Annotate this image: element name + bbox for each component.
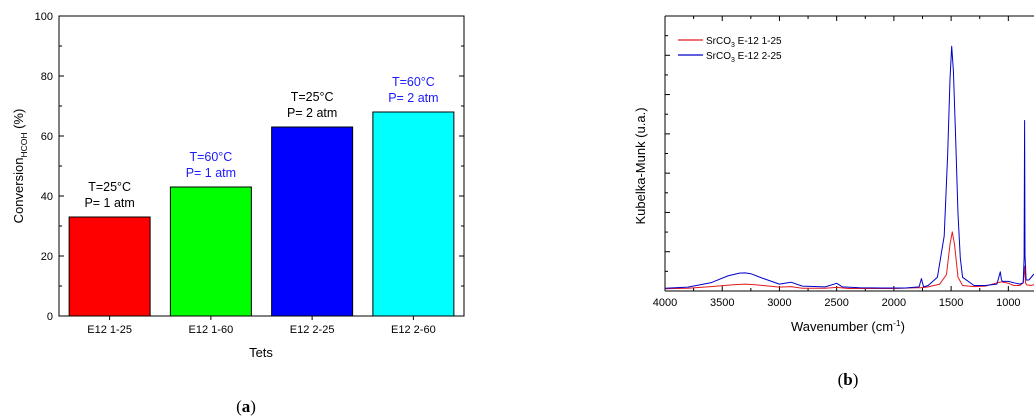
x-tick-label: E12 1-25 [87,324,132,336]
legend-label-series-1: SrCO3 E-12 1-25 [706,36,782,49]
spectrum-x-ticks: 4000350030002500200015001000500 [653,16,1021,309]
spectrum-chart-panel-b: 4000350030002500200015001000500 SrCO3 E-… [633,15,1034,389]
x-tick-label: 1500 [939,297,963,309]
bar-annotation-pressure: P= 1 atm [84,196,134,210]
x-tick-label: 1000 [996,297,1020,309]
spectrum-line-series-2 [665,45,1034,289]
x-tick-label: E12 1-60 [189,324,234,336]
bar-annotation-pressure: P= 1 atm [186,166,236,180]
y-tick-label: 0 [47,311,53,323]
spectrum-line-series-1 [665,231,1034,290]
x-tick-label: 2000 [882,297,906,309]
x-tick-label: 4000 [653,297,677,309]
bar-annotation-pressure: P= 2 atm [287,106,337,120]
x-tick-label: 3000 [767,297,791,309]
spectrum-series-lines [665,45,1034,290]
y-tick-label: 60 [41,131,53,143]
spectrum-x-axis-label: Wavenumber (cm-1) [791,318,905,334]
x-tick-label: 3500 [710,297,734,309]
panel-label-a: (a) [236,397,256,416]
bar-annotation-temperature: T=60°C [392,75,435,89]
bar-chart-x-ticks: E12 1-25 E12 1-60 E12 2-25 E12 2-60 [87,316,436,336]
x-tick-label: 2500 [824,297,848,309]
bar-annotation-temperature: T=60°C [189,150,232,164]
bar [68,216,151,317]
bar-annotation-temperature: T=25°C [88,180,131,194]
y-tick-label: 20 [41,251,53,263]
spectrum-y-axis-label: Kubelka-Munk (u.a.) [633,107,648,224]
x-tick-label: E12 2-60 [391,324,436,336]
bar-chart-bars: T=25°C P= 1 atm T=60°C P= 1 atm T=25°C P= 2 a… [68,75,455,317]
legend-label-series-2: SrCO3 E-12 2-25 [706,51,782,64]
y-tick-label: 100 [35,11,53,23]
bar [169,186,252,317]
bar-chart-x-axis-label: Tets [249,345,273,360]
bar-annotation-pressure: P= 2 atm [388,91,438,105]
bar-annotation-temperature: T=25°C [291,90,334,104]
y-tick-label: 80 [41,71,53,83]
bar [372,111,455,317]
x-tick-label: E12 2-25 [290,324,335,336]
y-tick-label: 40 [41,191,53,203]
bar-chart-y-axis-label: ConversionHCOH (%) [11,109,29,224]
bar-chart-panel-a: 0 20 40 60 80 100 T=25°C P= 1 atm T=60°C P= 1 at… [11,11,465,416]
spectrum-y-ticks [665,15,670,292]
panel-label-b: (b) [838,370,859,389]
bar [271,126,354,317]
bar-chart-y-ticks: 0 20 40 60 80 100 [35,11,464,323]
spectrum-legend: SrCO3 E-12 1-25 SrCO3 E-12 2-25 [678,36,782,64]
